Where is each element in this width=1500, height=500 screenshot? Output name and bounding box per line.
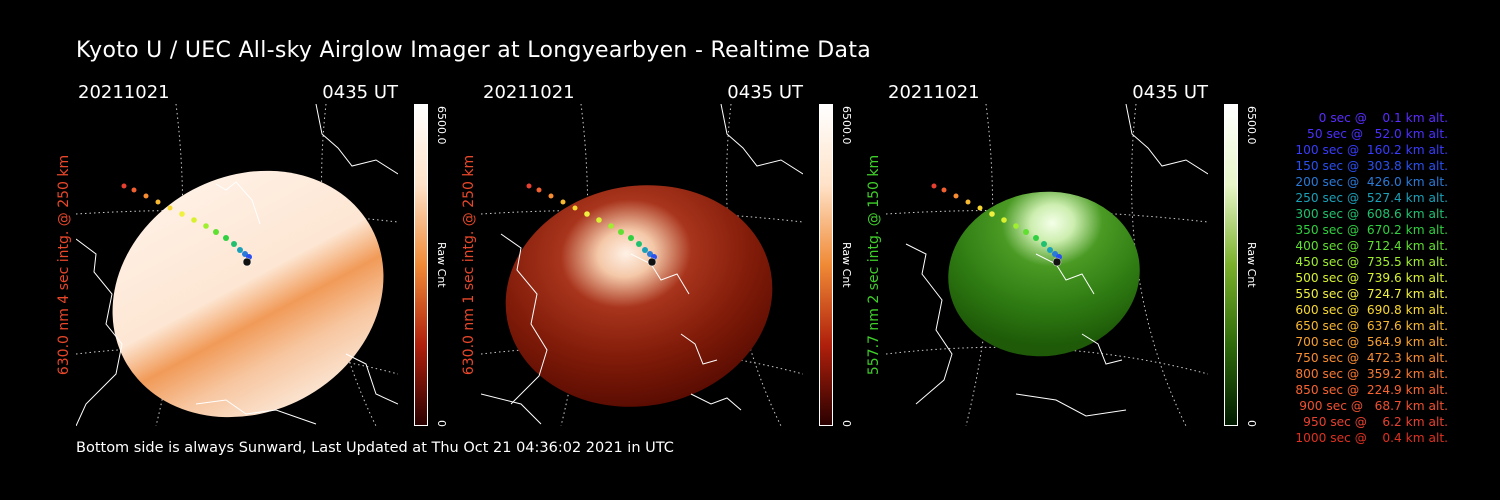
colorbar-min: 0: [435, 420, 448, 427]
panel-time: 0435 UT: [727, 82, 803, 103]
colorbar-max: 6500.0: [1245, 106, 1258, 145]
colorbar-unit: Raw Cnt: [1245, 242, 1258, 288]
panel-time: 0435 UT: [322, 82, 398, 103]
colorbar: [414, 104, 428, 426]
colorbar-unit: Raw Cnt: [840, 242, 853, 288]
allsky-image: [481, 104, 803, 426]
legend-row: 850 sec @ 224.9 km alt.: [1291, 383, 1448, 397]
legend-row: 150 sec @ 303.8 km alt.: [1291, 159, 1448, 173]
image-panel-557-2s: 20211021 0435 UT 557.7 nm 2 sec intg. @ …: [866, 82, 1266, 432]
legend-row: 0 sec @ 0.1 km alt.: [1307, 111, 1448, 125]
legend-row: 300 sec @ 608.6 km alt.: [1291, 207, 1448, 221]
image-panel-630-1s: 20211021 0435 UT 630.0 nm 1 sec intg. @ …: [461, 82, 861, 432]
legend-row: 400 sec @ 712.4 km alt.: [1291, 239, 1448, 253]
legend-row: 450 sec @ 735.5 km alt.: [1291, 255, 1448, 269]
page-title: Kyoto U / UEC All-sky Airglow Imager at …: [76, 38, 872, 63]
panel-ylabel: 557.7 nm 2 sec intg. @ 150 km: [866, 154, 882, 376]
panel-ylabel: 630.0 nm 1 sec intg. @ 250 km: [461, 154, 477, 376]
footer-note: Bottom side is always Sunward, Last Upda…: [76, 440, 674, 456]
colorbar-max: 6500.0: [435, 106, 448, 145]
colorbar-min: 0: [840, 420, 853, 427]
allsky-image: [886, 104, 1208, 426]
colorbar: [819, 104, 833, 426]
colorbar-min: 0: [1245, 420, 1258, 427]
colorbar-max: 6500.0: [840, 106, 853, 145]
legend-row: 900 sec @ 68.7 km alt.: [1295, 399, 1448, 413]
legend-row: 600 sec @ 690.8 km alt.: [1291, 303, 1448, 317]
panel-date: 20211021: [78, 82, 170, 103]
colorbar: [1224, 104, 1238, 426]
time-altitude-legend: 0 sec @ 0.1 km alt. 50 sec @ 52.0 km alt…: [1258, 110, 1448, 446]
legend-row: 1000 sec @ 0.4 km alt.: [1295, 431, 1448, 445]
legend-row: 800 sec @ 359.2 km alt.: [1291, 367, 1448, 381]
legend-row: 50 sec @ 52.0 km alt.: [1299, 127, 1448, 141]
legend-row: 100 sec @ 160.2 km alt.: [1291, 143, 1448, 157]
legend-row: 500 sec @ 739.6 km alt.: [1291, 271, 1448, 285]
coastline: [76, 104, 398, 426]
legend-row: 950 sec @ 6.2 km alt.: [1299, 415, 1448, 429]
allsky-image: [76, 104, 398, 426]
legend-row: 350 sec @ 670.2 km alt.: [1291, 223, 1448, 237]
colorbar-unit: Raw Cnt: [435, 242, 448, 288]
legend-row: 650 sec @ 637.6 km alt.: [1291, 319, 1448, 333]
trajectory-dots: [121, 183, 252, 267]
panel-time: 0435 UT: [1132, 82, 1208, 103]
legend-row: 200 sec @ 426.0 km alt.: [1291, 175, 1448, 189]
panel-ylabel: 630.0 nm 4 sec intg. @ 250 km: [56, 154, 72, 376]
panel-date: 20211021: [888, 82, 980, 103]
legend-row: 550 sec @ 724.7 km alt.: [1291, 287, 1448, 301]
image-panel-630-4s: 20211021 0435 UT 630.0 nm 4 sec intg. @ …: [56, 82, 456, 432]
panel-date: 20211021: [483, 82, 575, 103]
legend-row: 750 sec @ 472.3 km alt.: [1291, 351, 1448, 365]
legend-row: 250 sec @ 527.4 km alt.: [1291, 191, 1448, 205]
legend-row: 700 sec @ 564.9 km alt.: [1291, 335, 1448, 349]
